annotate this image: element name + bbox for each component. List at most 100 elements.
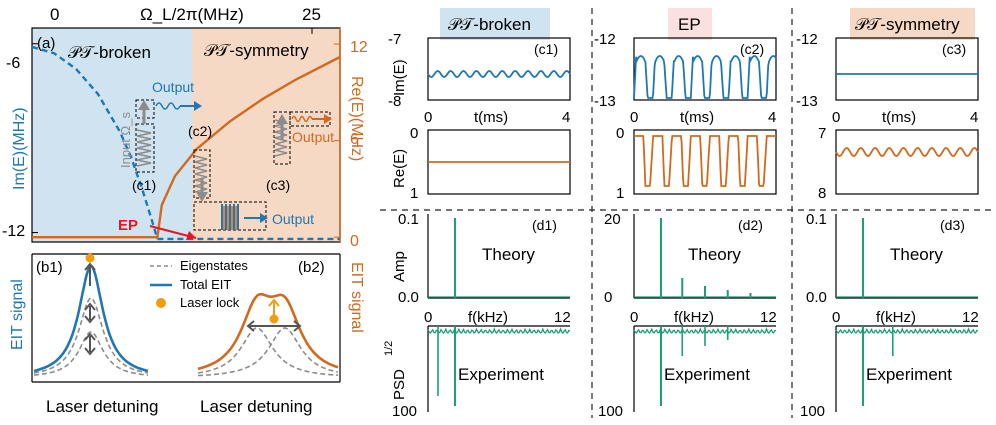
- d3-f-tick-12: 12: [962, 309, 979, 326]
- c2-t-label: t(ms): [680, 109, 714, 126]
- c1-output-arrow-head: [194, 101, 202, 111]
- left-axis-tick-6: -6: [6, 55, 20, 72]
- b2-label: (b2): [298, 259, 325, 276]
- c3-im-tick-top: -12: [796, 31, 818, 48]
- c3-re-frame: [835, 129, 979, 195]
- top-axis-tick-25: 25: [302, 5, 321, 24]
- panel-b: (b1) (b2) EIT signal EIT signal Laser de…: [9, 253, 365, 416]
- c1-input-box: [135, 123, 155, 173]
- c-im-ylabel: Im(E): [391, 59, 408, 96]
- c2-re-trace: [634, 135, 776, 187]
- c3-output-wave: [291, 115, 313, 123]
- c2-output-label: Output: [272, 211, 314, 227]
- c3-re-tick-bottom: 8: [818, 185, 826, 202]
- d3-f-tick-0: 0: [832, 309, 840, 326]
- d3-psd-tick: 100: [800, 403, 825, 420]
- b1-arrow-heads: [84, 262, 96, 356]
- d3-theory-label: Theory: [890, 245, 943, 264]
- c2-im-trace: [633, 55, 777, 99]
- c3-t-tick-4: 4: [970, 109, 978, 126]
- d1-f-label: f(kHz): [468, 309, 508, 326]
- c3-re-tick-top: 7: [818, 125, 826, 142]
- c1-im-tick-bottom: -8: [388, 93, 401, 110]
- c2-panel-label: (c2): [740, 41, 764, 57]
- b1-label: (b1): [36, 259, 63, 276]
- b-right-ylabel: EIT signal: [348, 262, 365, 333]
- c2-down-arrow-head: [196, 192, 208, 202]
- b2-arrow-heads: [246, 320, 302, 332]
- right-axis-label: Re(E)(MHz): [348, 76, 365, 161]
- b2-up-arrow-head: [268, 298, 280, 307]
- c3-panel-label: (c3): [942, 41, 966, 57]
- d-psd-ylabel: PSD: [391, 369, 408, 400]
- c2-re-frame: [633, 129, 777, 195]
- d2-psd-tick: 100: [598, 403, 623, 420]
- c2-re-tick-bottom: 1: [616, 185, 624, 202]
- c2-re-tick-top: 0: [616, 125, 624, 142]
- header-pt-broken: 𝒫𝒯-broken: [448, 15, 531, 34]
- c1-t-tick-4: 4: [562, 109, 570, 126]
- c2-im-tick-top: -12: [594, 31, 616, 48]
- d2-amp-tick-bottom: 0: [604, 289, 612, 306]
- c3-label: (c3): [266, 177, 290, 193]
- c3-output-arrow-head: [324, 114, 332, 124]
- c3-im-frame: [835, 37, 979, 101]
- top-axis-label: Ω_L/2π(MHz): [140, 5, 244, 24]
- c3-re-trace: [835, 147, 979, 157]
- left-axis-tick-12: -12: [2, 223, 25, 240]
- d2-f-tick-12: 12: [760, 309, 777, 326]
- b2-laser-lock-dot: [269, 314, 279, 324]
- panel-a: 0 25 Ω_L/2π(MHz) -6 -12 Im(E)(MHz) 12 6 …: [2, 5, 368, 250]
- c1-up-arrow-head: [138, 100, 150, 110]
- d2-f-tick-0: 0: [630, 309, 638, 326]
- b2-total-eit: [197, 292, 339, 371]
- d3-panel-label: (d3): [940, 217, 965, 233]
- b2-xlabel: Laser detuning: [200, 397, 312, 416]
- d1-experiment-label: Experiment: [458, 365, 544, 384]
- c2-t-tick-4: 4: [768, 109, 776, 126]
- c1-im-frame: [427, 37, 571, 101]
- d1-amp-tick-top: 0.1: [398, 211, 419, 228]
- right-panels: 𝒫𝒯-broken EP 𝒫𝒯-symmetry (c1) -7 -8 0 4 t(ms)…: [380, 8, 994, 420]
- d3-amp-tick-bottom: 0.0: [806, 289, 827, 306]
- input-omega-label: Input Ω_s: [118, 112, 133, 168]
- c3-input-wave: [274, 119, 288, 157]
- legend-laser-lock-dot: [156, 298, 166, 308]
- d1-psd-trace: [427, 327, 571, 334]
- pt-symmetry-label: 𝒫𝒯-symmetry: [204, 41, 309, 60]
- c2-output-wave-orange: [223, 206, 237, 230]
- c-re-ylabel: Re(E): [391, 149, 408, 188]
- header-ep: EP: [678, 15, 701, 34]
- c2-t-tick-0: 0: [630, 109, 638, 126]
- c3-output-label: Output: [292, 129, 334, 145]
- left-axis-label: Im(E)(MHz): [11, 107, 28, 190]
- ep-label: EP: [118, 217, 138, 234]
- c2-im-frame: [633, 37, 777, 101]
- ep-arrow-head: [186, 231, 196, 240]
- c1-t-tick-0: 0: [424, 109, 432, 126]
- c3-up-arrow-head: [276, 114, 288, 124]
- c1-t-label: t(ms): [474, 109, 508, 126]
- pt-broken-label: 𝒫𝒯-broken: [68, 43, 151, 62]
- d3-f-label: f(kHz): [876, 309, 916, 326]
- d2-f-label: f(kHz): [674, 309, 714, 326]
- b1-xlabel: Laser detuning: [46, 397, 158, 416]
- panel-a-label: (a): [37, 35, 55, 52]
- c2-input-wave: [194, 155, 208, 193]
- d1-f-tick-12: 12: [554, 309, 571, 326]
- d2-panel-label: (d2): [738, 217, 763, 233]
- legend-laser-lock: Laser lock: [180, 295, 240, 310]
- right-axis-tick-6: 6: [350, 131, 359, 148]
- c3-t-tick-0: 0: [832, 109, 840, 126]
- d3-amp-tick-top: 0.1: [806, 211, 827, 228]
- c1-input-wave: [136, 129, 152, 167]
- d3-psd-trace: [835, 327, 979, 334]
- d-amp-ylabel: Amp: [391, 251, 408, 282]
- d1-f-tick-0: 0: [424, 309, 432, 326]
- d1-theory-label: Theory: [482, 245, 535, 264]
- pt-broken-region: [32, 28, 192, 242]
- d2-amp-tick-top: 20: [604, 211, 621, 228]
- d1-psd-tick: 100: [392, 403, 417, 420]
- c3-im-tick-bottom: -13: [796, 93, 818, 110]
- b1-laser-lock-dot: [85, 253, 95, 263]
